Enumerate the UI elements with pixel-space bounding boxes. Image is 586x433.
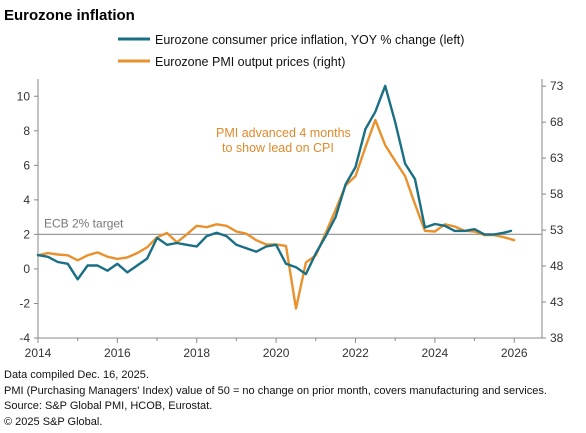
x-tick-label: 2014: [25, 346, 52, 360]
y-left-tick-label: -2: [19, 296, 30, 310]
y-right-tick-label: 73: [550, 79, 564, 93]
y-left-tick-label: 2: [23, 227, 30, 241]
y-right-tick-label: 58: [550, 187, 564, 201]
y-right-tick-label: 43: [550, 295, 564, 309]
cpi-series-line: [36, 84, 513, 281]
y-left-tick-label: 4: [23, 193, 30, 207]
footnote-pmi-definition: PMI (Purchasing Managers' Index) value o…: [4, 384, 547, 397]
y-left-tick-label: -4: [19, 331, 30, 345]
series-lines: [36, 84, 516, 310]
legend-label-pmi: Eurozone PMI output prices (right): [155, 55, 345, 69]
y-left-tick-label: 8: [23, 124, 30, 138]
y-right-tick-label: 63: [550, 151, 564, 165]
y-left-tick-label: 0: [23, 262, 30, 276]
y-right-tick-label: 48: [550, 259, 564, 273]
y-right-tick-label: 53: [550, 223, 564, 237]
y-left-tick-label: 6: [23, 158, 30, 172]
y-left-tick-label: 10: [17, 89, 31, 103]
y-right-tick-label: 38: [550, 331, 564, 345]
legend-label-cpi: Eurozone consumer price inflation, YOY %…: [155, 33, 464, 47]
footnote-source: Source: S&P Global PMI, HCOB, Eurostat.: [4, 400, 213, 412]
x-tick-label: 2026: [501, 346, 528, 360]
chart-title: Eurozone inflation: [4, 7, 135, 24]
footnote-copyright: © 2025 S&P Global.: [4, 415, 103, 428]
legend: Eurozone consumer price inflation, YOY %…: [118, 33, 464, 69]
y-right-tick-label: 68: [550, 115, 564, 129]
annotation-line-1: PMI advanced 4 months: [216, 126, 351, 140]
footnotes: Data compiled Dec. 16, 2025. PMI (Purcha…: [4, 368, 584, 430]
footnote-date: Data compiled Dec. 16, 2025.: [4, 369, 149, 381]
target-reference: ECB 2% target: [38, 216, 542, 235]
x-tick-label: 2018: [183, 346, 210, 360]
annotation-line-2: to show lead on CPI: [222, 141, 334, 155]
x-tick-label: 2024: [421, 346, 448, 360]
x-tick-label: 2020: [263, 346, 290, 360]
x-tick-label: 2022: [342, 346, 369, 360]
x-tick-label: 2016: [104, 346, 131, 360]
ecb-target-label: ECB 2% target: [44, 216, 124, 230]
